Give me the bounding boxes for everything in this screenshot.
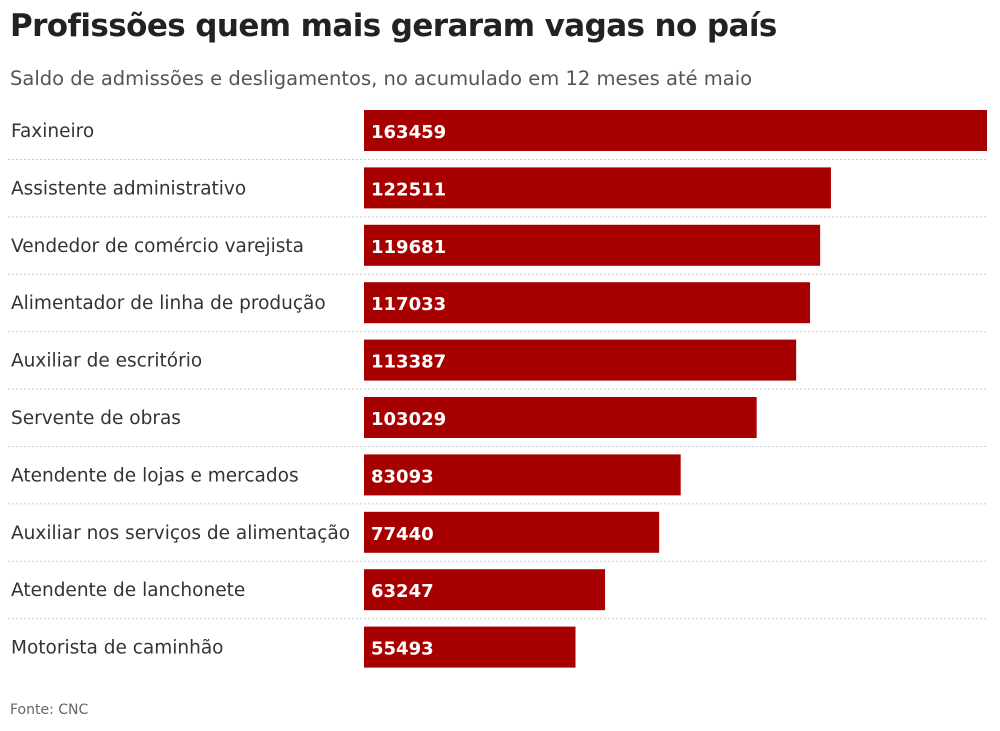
value-label: 113387 xyxy=(371,352,446,373)
value-label: 163459 xyxy=(371,122,446,143)
category-label: Motorista de caminhão xyxy=(11,638,224,659)
category-label: Auxiliar de escritório xyxy=(11,351,202,372)
value-label: 103029 xyxy=(371,409,446,430)
chart-title: Profissões quem mais geraram vagas no pa… xyxy=(10,8,777,44)
bar xyxy=(364,511,660,553)
value-label: 122511 xyxy=(371,179,446,200)
bar xyxy=(364,339,797,381)
value-label: 63247 xyxy=(371,581,434,602)
value-label: 117033 xyxy=(371,294,446,315)
category-label: Vendedor de comércio varejista xyxy=(11,236,304,257)
bar xyxy=(364,626,576,668)
bar xyxy=(364,224,821,266)
bar xyxy=(364,569,606,611)
bar xyxy=(364,282,811,324)
chart-subtitle: Saldo de admissões e desligamentos, no a… xyxy=(10,67,753,90)
bar xyxy=(364,454,681,496)
source-note: Fonte: CNC xyxy=(10,702,89,718)
category-label: Faxineiro xyxy=(11,121,94,142)
bar xyxy=(364,110,987,151)
category-label: Alimentador de linha de produção xyxy=(11,293,326,314)
value-label: 119681 xyxy=(371,237,446,258)
bar xyxy=(364,397,757,438)
bar xyxy=(364,167,831,209)
category-label: Servente de obras xyxy=(11,408,181,429)
value-label: 83093 xyxy=(371,466,434,487)
category-label: Atendente de lanchonete xyxy=(11,580,245,601)
category-label: Atendente de lojas e mercados xyxy=(11,465,299,486)
value-label: 77440 xyxy=(371,524,434,545)
category-label: Assistente administrativo xyxy=(11,178,246,199)
value-label: 55493 xyxy=(371,639,434,660)
category-label: Auxiliar nos serviços de alimentação xyxy=(11,523,350,544)
